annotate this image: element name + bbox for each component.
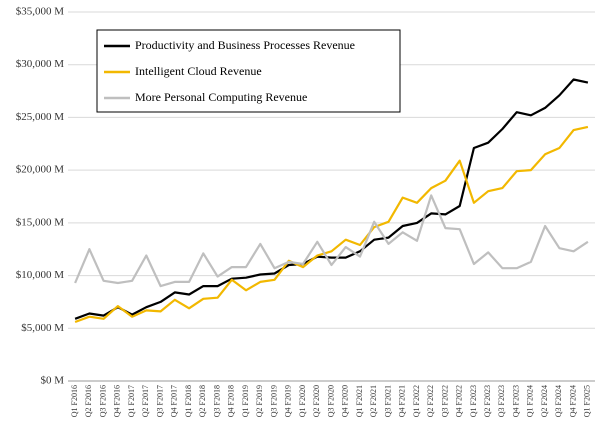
x-tick-label: Q3 F2017 xyxy=(155,385,164,417)
x-tick-label: Q1 F2022 xyxy=(412,385,421,417)
x-tick-label: Q3 F2016 xyxy=(98,385,107,417)
x-tick-label: Q2 F2023 xyxy=(483,385,492,417)
x-tick-label: Q1 F2024 xyxy=(526,385,535,417)
y-tick-label: $10,000 M xyxy=(16,269,65,281)
x-tick-label: Q1 F2018 xyxy=(184,385,193,417)
x-tick-label: Q3 F2024 xyxy=(554,385,563,417)
legend-label: Intelligent Cloud Revenue xyxy=(135,64,262,78)
x-tick-label: Q2 F2021 xyxy=(369,385,378,417)
x-tick-label: Q4 F2016 xyxy=(113,385,122,417)
y-tick-label: $30,000 M xyxy=(16,58,65,70)
x-tick-label: Q1 F2016 xyxy=(70,385,79,417)
x-tick-label: Q4 F2022 xyxy=(455,385,464,417)
y-tick-label: $20,000 M xyxy=(16,164,65,176)
series-line xyxy=(74,194,589,288)
series-line xyxy=(74,78,589,320)
x-tick-label: Q3 F2018 xyxy=(212,385,221,417)
x-tick-label: Q2 F2018 xyxy=(198,385,207,417)
x-tick-label: Q3 F2022 xyxy=(440,385,449,417)
x-tick-label: Q2 F2017 xyxy=(141,385,150,417)
x-tick-label: Q1 F2021 xyxy=(355,385,364,417)
y-tick-label: $25,000 M xyxy=(16,111,65,123)
x-tick-label: Q3 F2020 xyxy=(326,385,335,417)
x-tick-label: Q4 F2017 xyxy=(170,385,179,417)
x-tick-label: Q4 F2019 xyxy=(284,385,293,417)
x-tick-label: Q1 F2017 xyxy=(127,385,136,417)
x-tick-label: Q3 F2019 xyxy=(269,385,278,417)
x-tick-label: Q2 F2019 xyxy=(255,385,264,417)
x-tick-label: Q4 F2024 xyxy=(568,385,577,417)
x-tick-label: Q1 F2020 xyxy=(298,385,307,417)
y-tick-label: $0 M xyxy=(40,375,64,387)
x-tick-label: Q2 F2016 xyxy=(84,385,93,417)
x-tick-label: Q1 F2025 xyxy=(583,385,592,417)
x-tick-label: Q4 F2018 xyxy=(227,385,236,417)
x-tick-label: Q4 F2023 xyxy=(511,385,520,417)
legend-label: Productivity and Business Processes Reve… xyxy=(135,38,355,52)
x-tick-label: Q1 F2019 xyxy=(241,385,250,417)
x-tick-label: Q4 F2021 xyxy=(398,385,407,417)
legend-label: More Personal Computing Revenue xyxy=(135,90,307,104)
x-tick-label: Q4 F2020 xyxy=(341,385,350,417)
x-tick-label: Q2 F2022 xyxy=(426,385,435,417)
x-tick-label: Q2 F2024 xyxy=(540,385,549,417)
y-tick-label: $15,000 M xyxy=(16,216,65,228)
x-tick-label: Q3 F2023 xyxy=(497,385,506,417)
legend-box xyxy=(96,29,401,113)
y-tick-label: $5,000 M xyxy=(21,322,64,334)
series-line xyxy=(74,125,589,324)
y-tick-label: $35,000 M xyxy=(16,6,65,18)
x-tick-label: Q2 F2020 xyxy=(312,385,321,417)
x-tick-label: Q1 F2023 xyxy=(469,385,478,417)
x-tick-label: Q3 F2021 xyxy=(383,385,392,417)
